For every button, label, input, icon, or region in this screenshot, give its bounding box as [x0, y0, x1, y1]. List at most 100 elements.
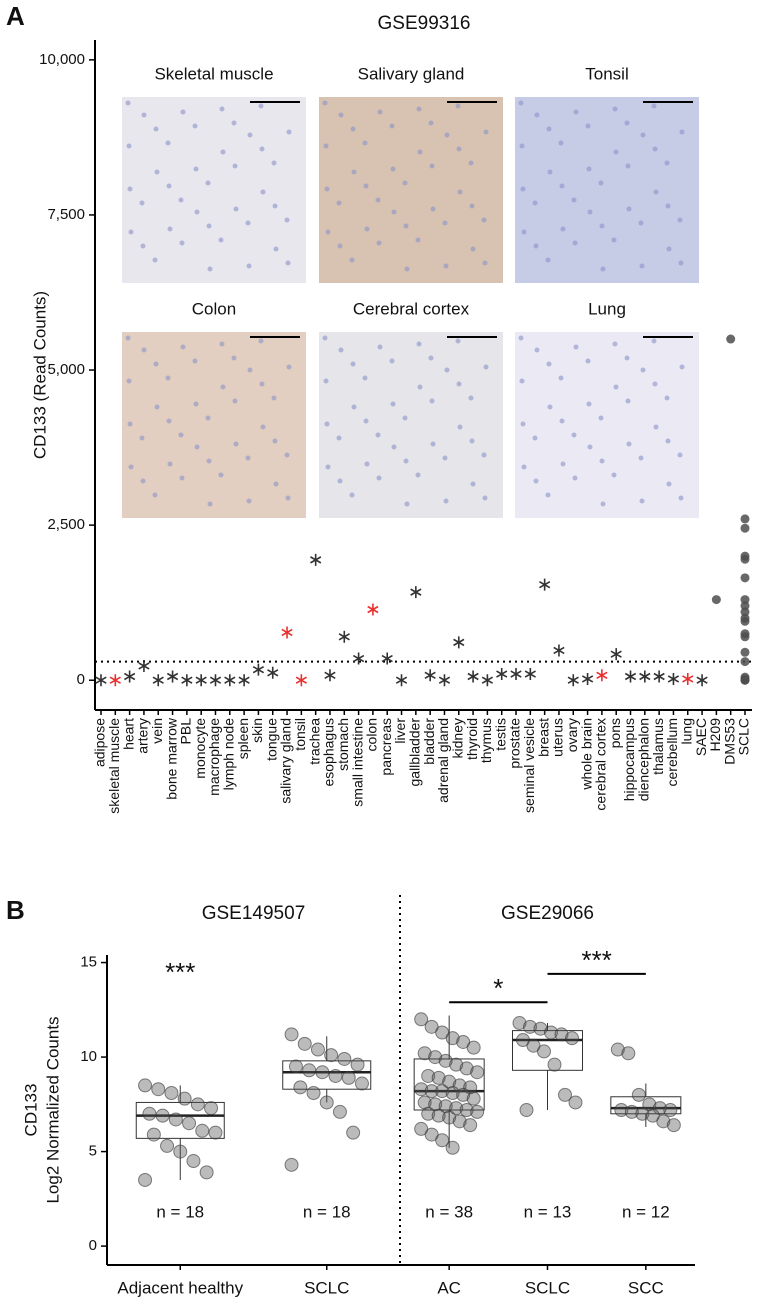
cell-texture — [534, 112, 540, 118]
data-point — [417, 1046, 432, 1061]
y-tick-label: 10 — [80, 1048, 97, 1065]
data-point — [319, 1095, 334, 1110]
n-label: n = 13 — [524, 1202, 572, 1221]
cell-texture — [624, 120, 630, 126]
cell-texture — [391, 444, 397, 450]
panel-label: B — [6, 895, 25, 925]
data-point — [449, 1057, 464, 1072]
data-point — [442, 1110, 457, 1125]
x-tick-label: SCLC — [525, 1278, 570, 1297]
cell-texture — [611, 472, 617, 478]
data-point — [635, 1106, 650, 1121]
data-point — [466, 1040, 481, 1055]
cell-texture — [404, 501, 410, 507]
cell-texture — [338, 347, 344, 353]
asterisk-point — [109, 674, 121, 687]
cell-texture — [273, 246, 279, 252]
data-point — [512, 1016, 527, 1031]
significance-label: *** — [165, 957, 195, 987]
dot-point — [726, 334, 736, 344]
dot-point — [740, 523, 750, 533]
asterisk-point — [252, 663, 265, 676]
cell-texture — [364, 461, 370, 467]
cell-texture — [626, 206, 632, 212]
image-label: Tonsil — [585, 64, 628, 83]
asterisk-point — [410, 586, 422, 599]
cell-texture — [444, 132, 450, 138]
data-point — [544, 1025, 558, 1040]
cell-texture — [194, 209, 200, 215]
asterisk-point — [95, 674, 107, 687]
x-tick-label: macrophage — [206, 718, 222, 796]
cell-texture — [652, 381, 658, 387]
data-point — [470, 1104, 485, 1119]
cell-texture — [518, 100, 524, 106]
cell-texture — [192, 123, 198, 129]
cell-texture — [337, 478, 343, 484]
histology-image — [515, 97, 699, 283]
data-point — [284, 1157, 299, 1172]
y-tick-label: 10,000 — [39, 51, 85, 68]
y-tick-label: 5 — [89, 1143, 97, 1160]
asterisk-point — [682, 672, 694, 685]
cell-texture — [546, 126, 552, 132]
asterisk-point — [496, 668, 508, 681]
x-tick-label: adrenal gland — [435, 718, 451, 803]
histology-image — [515, 332, 699, 518]
cell-texture — [246, 498, 252, 504]
image-label: Cerebral cortex — [353, 299, 470, 318]
dot-point — [740, 554, 750, 564]
x-tick-label: ovary — [564, 718, 580, 752]
cell-texture — [572, 475, 578, 481]
x-tick-label: SCC — [628, 1278, 664, 1297]
cell-texture — [271, 395, 277, 401]
data-point — [190, 1097, 205, 1112]
data-point — [421, 1106, 436, 1121]
cell-texture — [547, 404, 553, 410]
cell-texture — [323, 378, 329, 384]
x-tick-label: kidney — [449, 718, 465, 758]
data-point — [533, 1021, 548, 1036]
cell-texture — [272, 438, 278, 444]
cell-texture — [651, 103, 657, 109]
cell-texture — [404, 266, 410, 272]
cell-texture — [430, 441, 436, 447]
data-point — [350, 1057, 365, 1072]
cell-texture — [599, 223, 605, 229]
dot-point — [740, 601, 750, 611]
cell-texture — [625, 163, 631, 169]
cell-texture — [246, 263, 252, 269]
cell-texture — [233, 206, 239, 212]
cell-texture — [428, 355, 434, 361]
data-point — [459, 1061, 474, 1076]
cell-texture — [258, 338, 264, 344]
x-tick-label: diencephalon — [636, 718, 652, 801]
y-axis-label: CD133 — [21, 1084, 40, 1137]
data-point — [414, 1012, 429, 1027]
cell-texture — [677, 452, 683, 458]
significance-label: * — [493, 973, 503, 1003]
asterisk-point — [567, 674, 579, 687]
x-tick-label: prostate — [507, 718, 523, 769]
data-point — [155, 1108, 170, 1123]
data-point — [284, 1027, 299, 1042]
cell-texture — [613, 384, 619, 390]
cell-texture — [376, 475, 382, 481]
x-tick-label: esophagus — [321, 718, 337, 787]
cell-texture — [232, 163, 238, 169]
data-point — [565, 1031, 579, 1046]
cell-texture — [666, 246, 672, 252]
cell-texture — [415, 472, 421, 478]
asterisk-point — [224, 674, 236, 687]
x-tick-label: tongue — [263, 718, 279, 761]
x-tick-label: hippocampus — [621, 718, 637, 801]
cell-texture — [260, 189, 266, 195]
cell-texture — [245, 220, 251, 226]
box — [282, 1060, 372, 1090]
cell-texture — [456, 381, 462, 387]
cell-texture — [560, 461, 566, 467]
cell-texture — [455, 338, 461, 344]
cell-texture — [532, 200, 538, 206]
cell-texture — [558, 375, 564, 381]
cell-texture — [247, 132, 253, 138]
